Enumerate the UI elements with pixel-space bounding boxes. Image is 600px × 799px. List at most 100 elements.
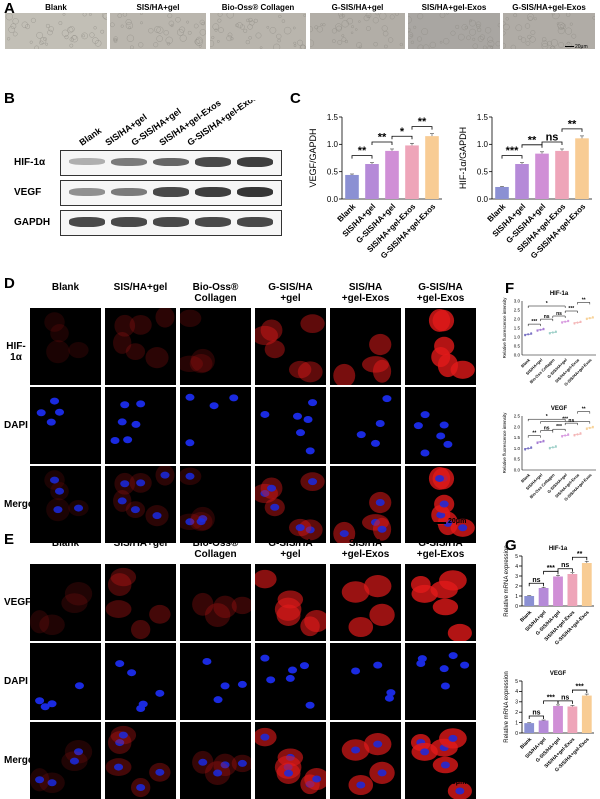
nucleus: [50, 397, 60, 405]
cell-mark: [273, 43, 281, 49]
panel-a-header: SIS/HA+gel: [136, 3, 180, 12]
cell-mark: [530, 30, 536, 35]
nucleus: [439, 421, 449, 429]
cell-mark: [356, 42, 363, 49]
significance-label: **: [528, 134, 537, 146]
cell-mark: [43, 37, 47, 41]
bar: [555, 150, 569, 199]
fluo-image: [405, 722, 476, 799]
red-signal: [231, 596, 251, 615]
significance-label: **: [358, 145, 367, 157]
red-signal: [30, 610, 50, 634]
significance-bracket: [561, 128, 583, 132]
cell-mark: [446, 13, 449, 15]
fluo-image: [30, 643, 101, 720]
cell-mark: [571, 33, 577, 39]
cell-mark: [314, 25, 319, 30]
red-signal: [411, 584, 438, 603]
panel-a-scale: 20μm: [575, 44, 588, 50]
panel-a-image: [408, 13, 500, 49]
chart-hif-gapdh: 0.00.51.01.5HIF-1α/GAPDHBlankSIS/HA+gelG…: [458, 113, 592, 260]
significance-label: *: [546, 414, 548, 420]
data-point: [561, 321, 564, 324]
fluo-cells: [105, 725, 171, 798]
y-axis-label: Relative fluorescence intensity: [502, 412, 507, 474]
red-signal: [255, 569, 277, 589]
nucleus: [55, 408, 65, 416]
red-signal: [297, 361, 323, 383]
fluo-image: [405, 564, 476, 641]
cell-mark: [365, 13, 372, 19]
cell-mark: [138, 42, 144, 48]
cell-mark: [299, 44, 306, 49]
cell-mark: [379, 13, 387, 20]
significance-bracket: [577, 411, 591, 414]
cell-mark: [382, 30, 389, 37]
red-signal: [61, 593, 88, 613]
data-point: [551, 331, 554, 334]
cell-mark: [88, 13, 92, 16]
cell-mark: [81, 32, 88, 40]
cell-mark: [335, 23, 343, 31]
nucleus: [136, 705, 146, 713]
red-signal: [130, 619, 151, 640]
cell-mark: [541, 40, 549, 48]
y-tick-label: 2.5: [514, 308, 521, 313]
data-point: [548, 332, 551, 335]
data-point: [527, 447, 530, 450]
cell-mark: [125, 19, 132, 26]
fluo-cells: [113, 466, 175, 527]
cell-mark: [455, 24, 460, 29]
x-tick-label: Blank: [520, 357, 532, 369]
chart-f-hif-fluorescence: 0.0 0.5 1.0 1.5 2.0 2.5 3.0 Relative fluorescen…: [502, 291, 596, 387]
significance-label: ns: [544, 426, 550, 432]
cell-texture: [408, 13, 500, 49]
nucleus: [440, 682, 450, 690]
cell-mark: [8, 26, 16, 33]
red-signal: [64, 581, 93, 606]
cell-mark: [12, 18, 19, 25]
panel-a-scale-bar: [565, 46, 574, 47]
cell-mark: [372, 17, 379, 24]
cell-mark: [122, 13, 128, 17]
nucleus: [303, 416, 313, 424]
cell-mark: [102, 13, 107, 20]
data-point: [554, 330, 557, 333]
cell-mark: [259, 46, 263, 49]
significance-bracket: [527, 323, 541, 327]
data-point: [567, 433, 570, 436]
cell-texture: [210, 13, 306, 49]
fluo-cells: [255, 727, 326, 795]
blot-band: [195, 187, 231, 197]
fluo-scale-label: 20μm: [448, 779, 467, 786]
fluo-column-header: G-SIS/HA +gel-Exos: [416, 282, 465, 304]
y-tick-label: 1.0: [327, 140, 339, 149]
data-point: [548, 447, 551, 450]
fluo-row-label: Merge: [4, 498, 34, 510]
y-axis-label: VEGF/GAPDH: [308, 128, 318, 187]
cell-mark: [363, 15, 370, 22]
cell-mark: [482, 45, 487, 49]
nucleus: [356, 781, 366, 789]
bar: [524, 723, 535, 733]
fluo-image: [30, 722, 101, 799]
cell-mark: [92, 37, 99, 44]
fluo-scale-bar: [432, 783, 446, 785]
red-signal: [432, 598, 459, 616]
cell-mark: [128, 26, 132, 29]
significance-label: **: [378, 131, 387, 143]
cell-mark: [341, 14, 346, 18]
significance-label: *: [546, 301, 548, 307]
cell-mark: [541, 42, 549, 49]
cell-mark: [457, 33, 465, 41]
cell-mark: [479, 34, 486, 40]
fluo-image: [105, 308, 176, 385]
bar: [425, 136, 439, 199]
fluo-image: [180, 643, 251, 720]
cell-mark: [565, 42, 572, 49]
blot-strip: [60, 150, 282, 176]
fluo-image: [330, 564, 401, 641]
significance-bracket: [527, 435, 541, 438]
